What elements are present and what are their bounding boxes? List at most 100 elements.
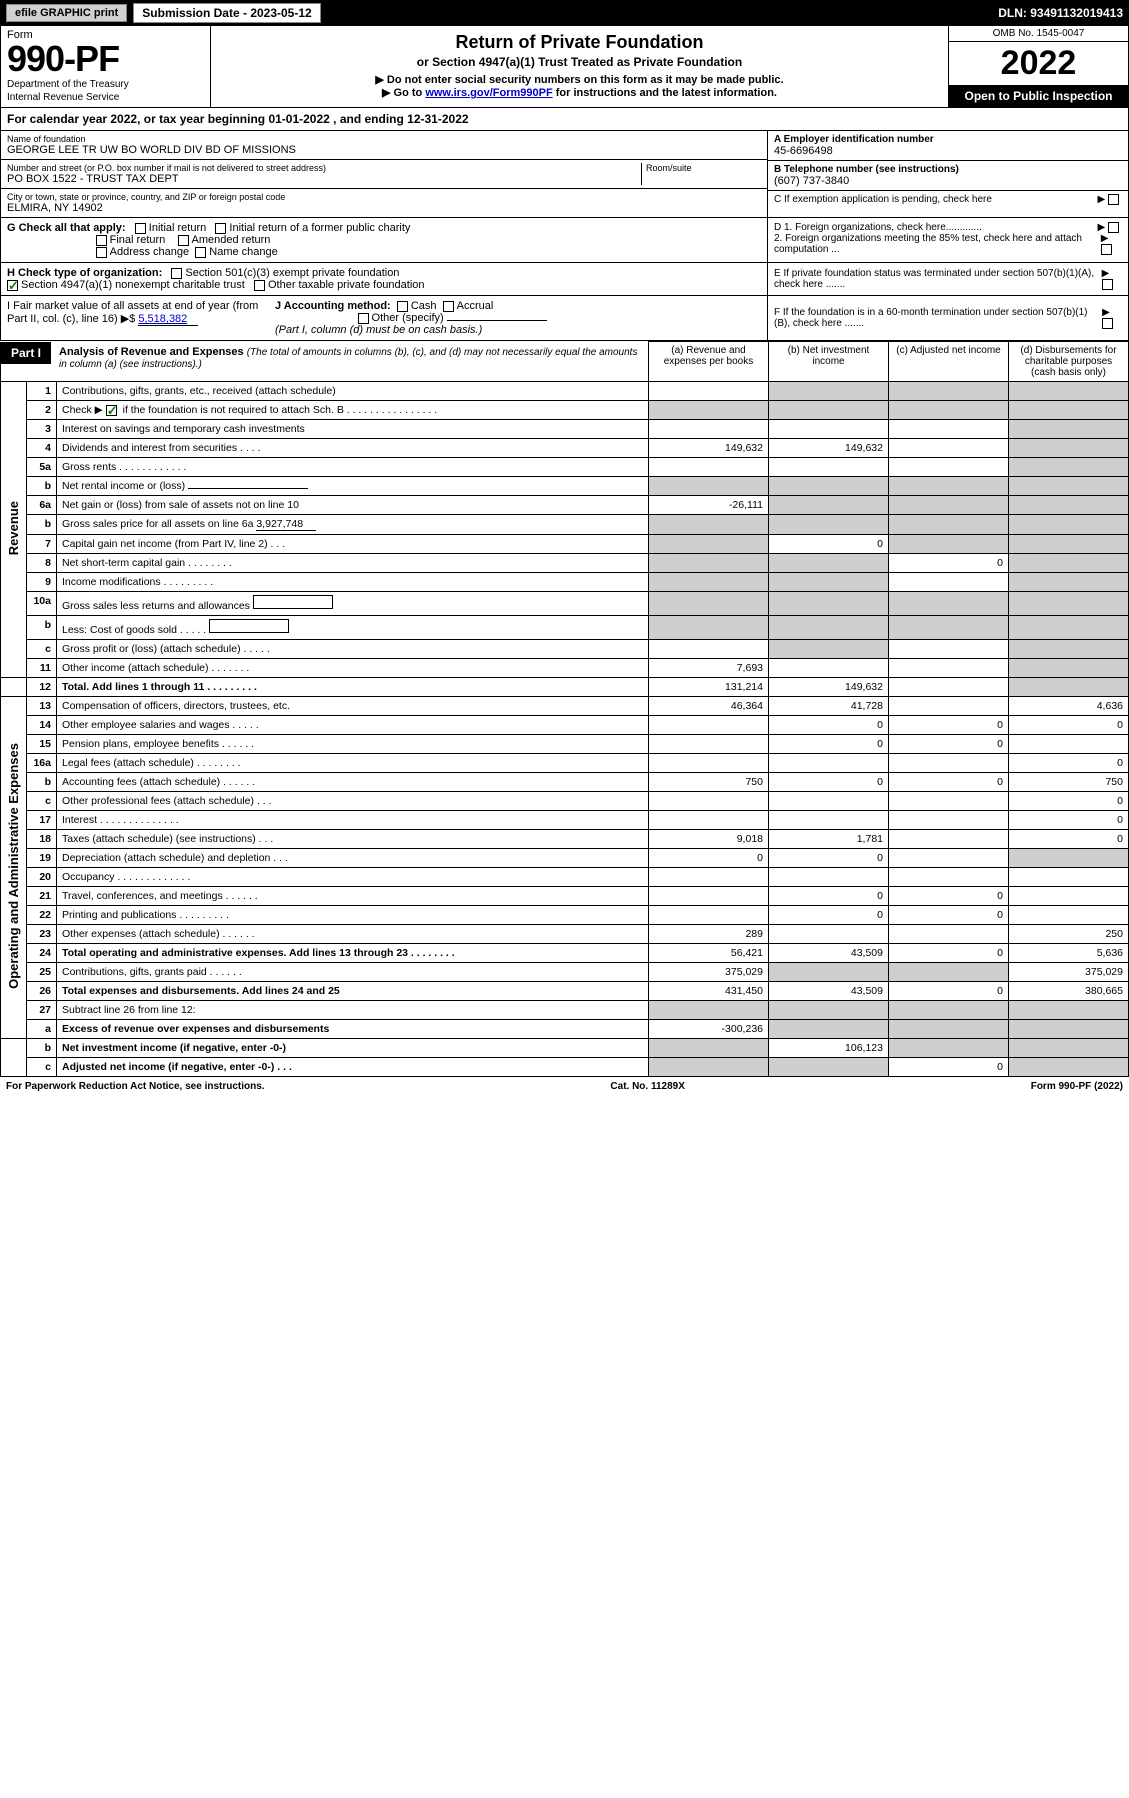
r4-a: 149,632 <box>649 439 769 458</box>
row27-desc: Subtract line 26 from line 12: <box>57 1001 649 1020</box>
row2-desc: Check ▶ if the foundation is not require… <box>57 401 649 420</box>
submission-date: Submission Date - 2023-05-12 <box>133 3 320 23</box>
name-label: Name of foundation <box>7 134 761 144</box>
row1-desc: Contributions, gifts, grants, etc., rece… <box>57 382 649 401</box>
row5b-desc: Net rental income or (loss) <box>57 477 649 496</box>
row9-desc: Income modifications . . . . . . . . . <box>57 573 649 592</box>
row19-desc: Depreciation (attach schedule) and deple… <box>57 849 649 868</box>
row16a-desc: Legal fees (attach schedule) . . . . . .… <box>57 754 649 773</box>
row16b-desc: Accounting fees (attach schedule) . . . … <box>57 773 649 792</box>
row5a-desc: Gross rents . . . . . . . . . . . . <box>57 458 649 477</box>
foundation-info: Name of foundation GEORGE LEE TR UW BO W… <box>0 131 1129 218</box>
r12-b: 149,632 <box>769 678 889 697</box>
ein-label: A Employer identification number <box>774 134 1122 145</box>
row10b-desc: Less: Cost of goods sold . . . . . <box>57 616 649 640</box>
e-cb[interactable] <box>1102 279 1113 290</box>
c-checkbox[interactable] <box>1108 194 1119 205</box>
row22-desc: Printing and publications . . . . . . . … <box>57 906 649 925</box>
col-c-header: (c) Adjusted net income <box>889 342 1009 382</box>
row20-desc: Occupancy . . . . . . . . . . . . . <box>57 868 649 887</box>
calendar-year-line: For calendar year 2022, or tax year begi… <box>0 108 1129 131</box>
g-initial-cb[interactable] <box>135 223 146 234</box>
j-accrual-cb[interactable] <box>443 301 454 312</box>
j-cash-cb[interactable] <box>397 301 408 312</box>
row14-desc: Other employee salaries and wages . . . … <box>57 716 649 735</box>
r6b-val: 3,927,748 <box>256 518 316 531</box>
col-d-header: (d) Disbursements for charitable purpose… <box>1009 342 1129 382</box>
i-fmv-value[interactable]: 5,518,382 <box>138 313 198 326</box>
c-exemption-label: C If exemption application is pending, c… <box>774 194 992 205</box>
f-label: F If the foundation is in a 60-month ter… <box>774 307 1102 329</box>
part1-label: Part I <box>1 342 51 364</box>
form-title: Return of Private Foundation <box>219 32 940 53</box>
row23-desc: Other expenses (attach schedule) . . . .… <box>57 925 649 944</box>
part1-title: Analysis of Revenue and Expenses <box>59 346 244 358</box>
row7-desc: Capital gain net income (from Part IV, l… <box>57 535 649 554</box>
r4-b: 149,632 <box>769 439 889 458</box>
row13-desc: Compensation of officers, directors, tru… <box>57 697 649 716</box>
omb-number: OMB No. 1545-0047 <box>949 26 1128 42</box>
foundation-city: ELMIRA, NY 14902 <box>7 202 761 214</box>
row27c-desc: Adjusted net income (if negative, enter … <box>57 1058 649 1077</box>
row27b-desc: Net investment income (if negative, ente… <box>57 1039 649 1058</box>
e-label: E If private foundation status was termi… <box>774 268 1102 290</box>
ein-value: 45-6696498 <box>774 145 1122 157</box>
section-ghij: G Check all that apply: Initial return I… <box>0 218 1129 341</box>
r7-b: 0 <box>769 535 889 554</box>
instruction-ssn: ▶ Do not enter social security numbers o… <box>219 73 940 86</box>
row4-desc: Dividends and interest from securities .… <box>57 439 649 458</box>
page-footer: For Paperwork Reduction Act Notice, see … <box>0 1077 1129 1096</box>
d2-label: 2. Foreign organizations meeting the 85%… <box>774 233 1101 255</box>
d2-cb[interactable] <box>1101 244 1112 255</box>
form-code: Form 990-PF (2022) <box>1031 1081 1123 1092</box>
form-subtitle: or Section 4947(a)(1) Trust Treated as P… <box>219 55 940 69</box>
expenses-label: Operating and Administrative Expenses <box>1 697 27 1039</box>
row15-desc: Pension plans, employee benefits . . . .… <box>57 735 649 754</box>
g-addrchg-cb[interactable] <box>96 247 107 258</box>
efile-print-button[interactable]: efile GRAPHIC print <box>6 4 127 22</box>
r8-c: 0 <box>889 554 1009 573</box>
g-amended-cb[interactable] <box>178 235 189 246</box>
row10a-desc: Gross sales less returns and allowances <box>57 592 649 616</box>
irs-label: Internal Revenue Service <box>7 92 204 103</box>
h-other-cb[interactable] <box>254 280 265 291</box>
revenue-label: Revenue <box>1 382 27 678</box>
part1-table: Part I Analysis of Revenue and Expenses … <box>0 341 1129 1077</box>
row24-desc: Total operating and administrative expen… <box>57 944 649 963</box>
row27a-desc: Excess of revenue over expenses and disb… <box>57 1020 649 1039</box>
phone-value: (607) 737-3840 <box>774 175 1122 187</box>
row21-desc: Travel, conferences, and meetings . . . … <box>57 887 649 906</box>
d1-cb[interactable] <box>1108 222 1119 233</box>
row26-desc: Total expenses and disbursements. Add li… <box>57 982 649 1001</box>
h-4947-cb[interactable] <box>7 280 18 291</box>
g-final-cb[interactable] <box>96 235 107 246</box>
row6a-desc: Net gain or (loss) from sale of assets n… <box>57 496 649 515</box>
row17-desc: Interest . . . . . . . . . . . . . . <box>57 811 649 830</box>
form-header: Form 990-PF Department of the Treasury I… <box>0 26 1129 108</box>
row25-desc: Contributions, gifts, grants paid . . . … <box>57 963 649 982</box>
r6a-a: -26,111 <box>649 496 769 515</box>
row12-desc: Total. Add lines 1 through 11 . . . . . … <box>57 678 649 697</box>
row16c-desc: Other professional fees (attach schedule… <box>57 792 649 811</box>
row2-cb[interactable] <box>106 405 117 416</box>
j-label: J Accounting method: <box>275 300 391 312</box>
g-namechg-cb[interactable] <box>195 247 206 258</box>
cat-no: Cat. No. 11289X <box>610 1081 684 1092</box>
h-label: H Check type of organization: <box>7 267 162 279</box>
open-to-public: Open to Public Inspection <box>949 85 1128 107</box>
h-501-cb[interactable] <box>171 268 182 279</box>
irs-link[interactable]: www.irs.gov/Form990PF <box>425 87 552 99</box>
foundation-address: PO BOX 1522 - TRUST TAX DEPT <box>7 173 641 185</box>
f-cb[interactable] <box>1102 318 1113 329</box>
r12-a: 131,214 <box>649 678 769 697</box>
row8-desc: Net short-term capital gain . . . . . . … <box>57 554 649 573</box>
row3-desc: Interest on savings and temporary cash i… <box>57 420 649 439</box>
j-other-cb[interactable] <box>358 313 369 324</box>
row18-desc: Taxes (attach schedule) (see instruction… <box>57 830 649 849</box>
city-label: City or town, state or province, country… <box>7 192 761 202</box>
j-note: (Part I, column (d) must be on cash basi… <box>275 324 482 336</box>
dln-label: DLN: 93491132019413 <box>998 6 1123 20</box>
g-initial-former-cb[interactable] <box>215 223 226 234</box>
instruction-goto: ▶ Go to www.irs.gov/Form990PF for instru… <box>219 86 940 99</box>
row11-desc: Other income (attach schedule) . . . . .… <box>57 659 649 678</box>
